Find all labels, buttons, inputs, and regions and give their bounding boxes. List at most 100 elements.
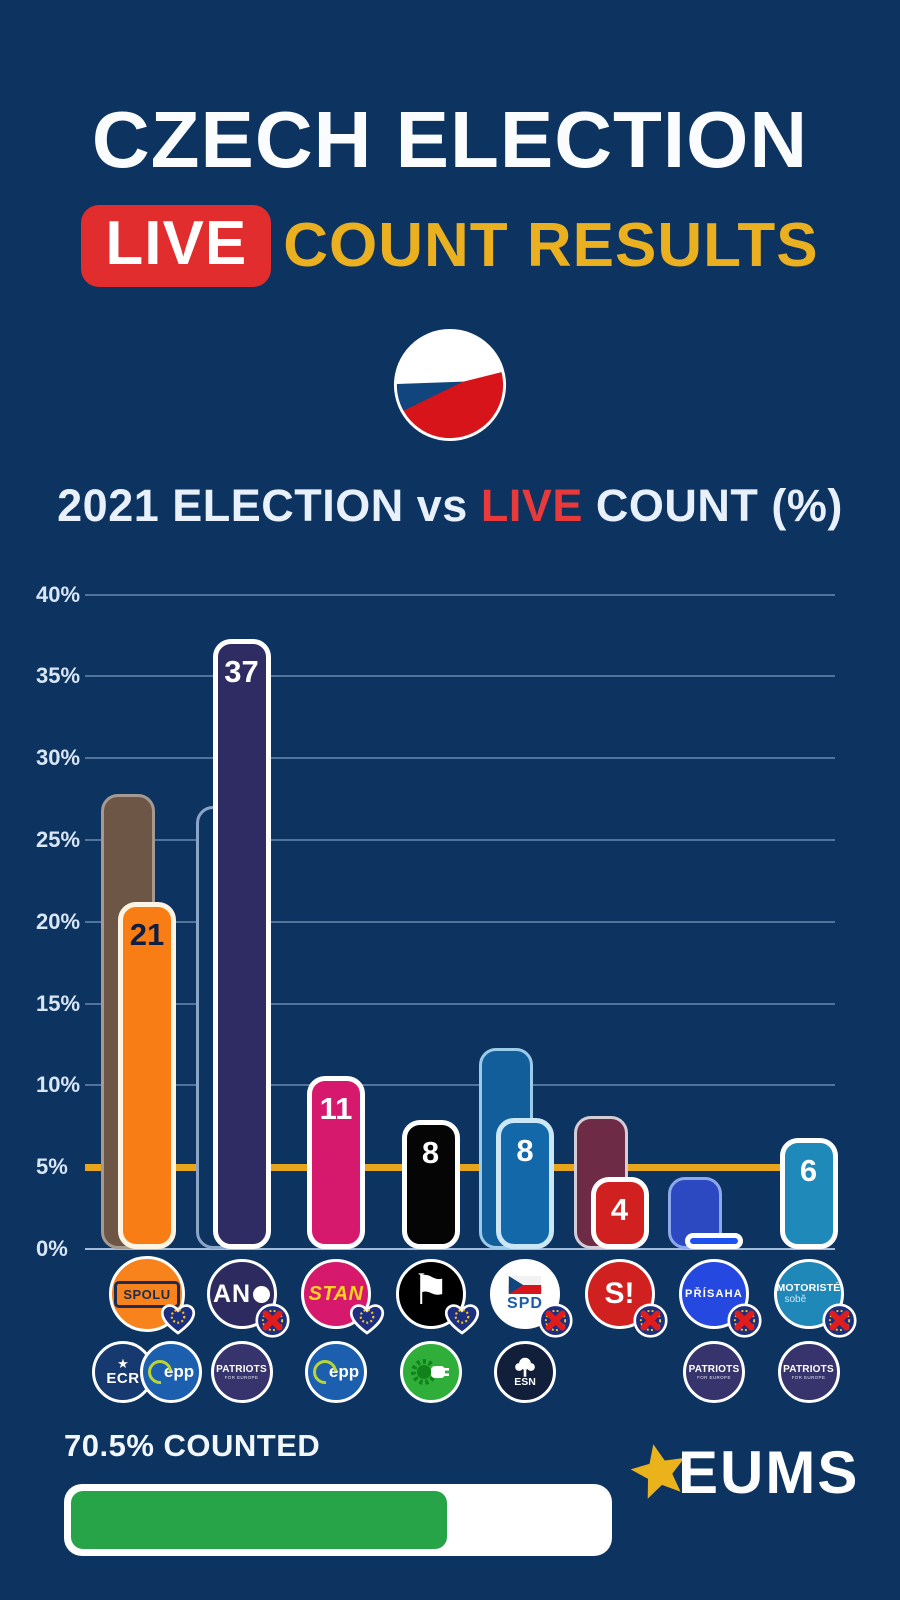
spolu-wordmark: SPOLU xyxy=(114,1280,180,1308)
patriots-sub-label: FOR EUROPE xyxy=(697,1375,731,1380)
esn-tree-icon xyxy=(515,1357,535,1377)
y-axis-label-10%: 10% xyxy=(36,1072,81,1098)
chart-title-prefix: 2021 ELECTION vs xyxy=(57,480,481,531)
eu-cross-icon xyxy=(821,1303,857,1338)
esn-label: ESN xyxy=(514,1376,536,1388)
y-axis-label-5%: 5% xyxy=(36,1154,68,1180)
eu-heart-badge-spolu xyxy=(160,1303,196,1336)
chart-title-suffix: COUNT (%) xyxy=(582,480,843,531)
bar-value-stacilo: 4 xyxy=(610,1192,629,1228)
stacilo-wordmark: S! xyxy=(604,1277,635,1310)
bar-value-pirati: 8 xyxy=(421,1134,440,1170)
spd-wordmark: SPD xyxy=(507,1294,543,1312)
eums-logo: EUMS xyxy=(628,1438,859,1507)
pirate-flag-icon: ⚑ xyxy=(411,1266,450,1313)
bar-live-prisaha xyxy=(685,1232,743,1249)
page-title: CZECH ELECTION xyxy=(91,95,809,184)
chart-title-live: LIVE xyxy=(480,480,583,531)
bar-value-spd: 8 xyxy=(516,1133,534,1169)
eu-cross-icon xyxy=(254,1303,290,1338)
epp-heart-icon xyxy=(143,1355,177,1389)
y-axis-label-0%: 0% xyxy=(36,1236,68,1261)
eu-group-logo-patriots: PATRIOTS FOR EUROPE xyxy=(777,1341,840,1403)
eu-heart-icon xyxy=(160,1304,196,1335)
eu-cross-badge-ano xyxy=(254,1303,290,1338)
gridline-10% xyxy=(85,1084,835,1087)
eu-group-logo-epp: epp xyxy=(305,1341,367,1403)
bar-live-spd: 8 xyxy=(496,1118,554,1249)
eu-cross-badge-spd xyxy=(538,1303,573,1338)
eu-cross-icon xyxy=(538,1303,573,1338)
epp-label: epp xyxy=(163,1362,195,1381)
eu-cross-icon xyxy=(632,1303,668,1338)
eu-cross-badge-prisaha xyxy=(727,1303,762,1338)
eu-heart-badge-pirati xyxy=(444,1303,480,1336)
patriots-sub-label: FOR EUROPE xyxy=(224,1375,259,1380)
y-axis-label-15%: 15% xyxy=(36,990,81,1016)
bar-value-spolu: 21 xyxy=(129,917,165,953)
page-subtitle-line: LIVE COUNT RESULTS xyxy=(0,198,900,294)
eu-cross-badge-motoriste xyxy=(821,1303,857,1338)
patriots-sub-label: FOR EUROPE xyxy=(791,1375,826,1380)
eu-group-logo-esn: ESN xyxy=(494,1341,556,1403)
motoriste-sub-wordmark: sobě xyxy=(784,1293,807,1305)
bar-live-pirati: 8 xyxy=(401,1119,460,1249)
ano-wordmark: AN xyxy=(213,1280,271,1309)
gridline-25% xyxy=(85,839,835,841)
eu-cross-badge-stacilo xyxy=(632,1303,668,1338)
patriots-label: PATRIOTS xyxy=(688,1364,740,1375)
bar-live-ano: 37 xyxy=(212,638,271,1249)
bar-live-spolu: 21 xyxy=(118,902,176,1249)
eu-heart-icon xyxy=(444,1304,479,1335)
party-logo-prisaha: PŘÍSAHA xyxy=(679,1259,749,1329)
motoriste-wordmark: MOTORISTÉ xyxy=(776,1282,841,1295)
count-results-title: COUNT RESULTS xyxy=(283,211,819,280)
y-axis-label-35%: 35% xyxy=(36,663,81,689)
y-axis-label-25%: 25% xyxy=(36,827,81,852)
bar-live-motoriste: 6 xyxy=(779,1137,838,1249)
y-axis-label-30%: 30% xyxy=(36,745,81,771)
ano-dot-icon xyxy=(253,1285,271,1303)
bar-value-ano: 37 xyxy=(224,653,259,689)
eu-cross-icon xyxy=(727,1303,762,1338)
czech-flag-small-icon xyxy=(508,1275,542,1294)
bar-chart: 0% 5% 10% 15% 20% 25% 30% 35% 40% 21 37 11 8 8 4 6 xyxy=(0,560,900,1261)
eu-group-logo-epp: epp xyxy=(140,1341,202,1403)
progress-bar-fill xyxy=(71,1491,447,1549)
czech-flag-icon xyxy=(391,326,509,444)
gridline-40% xyxy=(85,593,835,596)
ecr-label: ECR xyxy=(106,1370,140,1387)
bar-live-stacilo: 4 xyxy=(590,1177,649,1249)
eu-group-logo-patriots: PATRIOTS FOR EUROPE xyxy=(683,1341,745,1403)
prisaha-wordmark: PŘÍSAHA xyxy=(685,1288,743,1300)
y-axis-label-20%: 20% xyxy=(36,908,81,934)
eu-group-logo-greens xyxy=(399,1341,462,1403)
eu-heart-icon xyxy=(349,1304,385,1335)
eums-wordmark: EUMS xyxy=(678,1439,860,1506)
epp-heart-icon xyxy=(308,1355,342,1389)
patriots-label: PATRIOTS xyxy=(783,1364,834,1375)
gridline-30% xyxy=(85,757,835,760)
patriots-label: PATRIOTS xyxy=(216,1364,267,1375)
ecr-lion-icon: ★ xyxy=(117,1356,129,1371)
gridline-20% xyxy=(85,920,835,923)
eu-group-logo-patriots: PATRIOTS FOR EUROPE xyxy=(210,1341,273,1403)
epp-label: epp xyxy=(328,1362,360,1381)
bar-live-stan: 11 xyxy=(307,1075,365,1249)
threshold-line-5pct xyxy=(85,1164,835,1172)
live-badge: LIVE xyxy=(81,205,272,287)
gridline-0% xyxy=(85,1248,835,1250)
stan-wordmark: STAN xyxy=(308,1282,364,1305)
chart-title: 2021 ELECTION vs LIVE COUNT (%) xyxy=(0,480,900,532)
y-axis-label-40%: 40% xyxy=(36,581,81,607)
greens-sunflower-plug-icon xyxy=(410,1359,449,1385)
eums-star-icon xyxy=(630,1443,685,1499)
bar-value-motoriste: 6 xyxy=(799,1152,818,1188)
bar-value-stan: 11 xyxy=(319,1090,353,1126)
gridline-15% xyxy=(85,1002,835,1005)
eu-heart-badge-stan xyxy=(349,1303,385,1336)
progress-bar-track xyxy=(64,1484,612,1556)
gridline-35% xyxy=(85,675,835,678)
party-logo-stacilo: S! xyxy=(584,1259,655,1329)
